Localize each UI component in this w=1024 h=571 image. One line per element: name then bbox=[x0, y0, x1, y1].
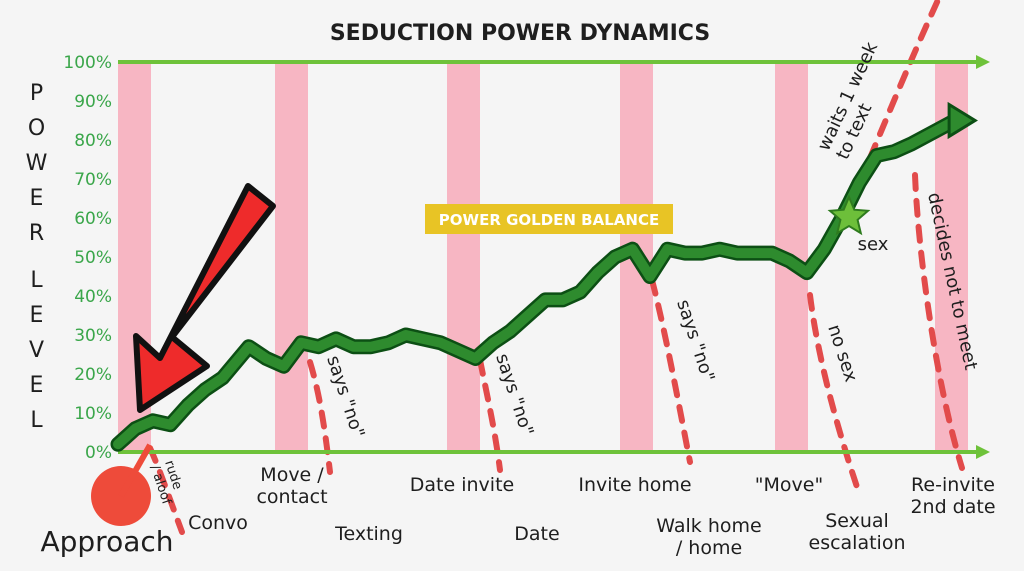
y-axis-title-letter: L bbox=[30, 408, 43, 433]
annotation-waits-1-week: waits 1 weekto text bbox=[813, 38, 901, 163]
y-tick-label: 40% bbox=[74, 287, 112, 307]
annotation-rude-aloof: rude/ aloof bbox=[147, 459, 188, 507]
drop-dashed-line bbox=[147, 445, 185, 535]
drop-dashed-line bbox=[307, 359, 333, 475]
stage-label-lower: Sexual escalation bbox=[809, 510, 906, 554]
y-tick-label: 60% bbox=[74, 209, 112, 229]
power-line bbox=[110, 101, 978, 452]
drop-dashed-line bbox=[912, 172, 965, 471]
stage-label-lower: Convo bbox=[188, 512, 248, 534]
y-axis-title-letter: E bbox=[30, 373, 45, 398]
stage-label-upper: "Move" bbox=[755, 474, 823, 496]
y-tick-label: 50% bbox=[74, 248, 112, 268]
stage-label-lower: Texting bbox=[334, 523, 403, 545]
y-axis-title-letter: R bbox=[29, 221, 45, 246]
y-tick-label: 0% bbox=[85, 443, 112, 463]
y-axis-title-letter: O bbox=[28, 116, 46, 141]
stage-label-lower: Walk home / home bbox=[656, 515, 761, 559]
drop-dashed-line bbox=[807, 292, 861, 493]
y-axis-title-letter: V bbox=[29, 338, 45, 363]
y-axis-title-letter: P bbox=[30, 81, 44, 106]
y-tick-label: 100% bbox=[63, 53, 112, 73]
power-line-arrowhead bbox=[947, 101, 978, 140]
golden-balance-label: POWER GOLDEN BALANCE bbox=[439, 211, 659, 229]
drop-dashed-line bbox=[649, 277, 693, 465]
y-tick-label: 80% bbox=[74, 131, 112, 151]
y-tick-label: 70% bbox=[74, 170, 112, 190]
stage-band bbox=[275, 62, 308, 452]
stage-label-upper: Re-invite 2nd date bbox=[910, 474, 995, 518]
sex-star-icon bbox=[827, 194, 871, 236]
y-axis-title-letter: E bbox=[30, 303, 45, 328]
approach-arrow bbox=[91, 183, 276, 526]
big-red-arrow-icon bbox=[133, 183, 276, 413]
y-tick-label: 20% bbox=[74, 365, 112, 385]
top-limit-arrowhead bbox=[976, 55, 990, 69]
annotation-sex: sex bbox=[858, 234, 889, 255]
annotation-no-sex: no sex bbox=[823, 322, 861, 385]
axes: 0%10%20%30%40%50%60%70%80%90%100%POWERLE… bbox=[26, 53, 990, 463]
stage-label-lower: Date bbox=[514, 523, 559, 545]
stage-band bbox=[447, 62, 480, 452]
golden-balance-highlight bbox=[425, 204, 673, 234]
drop-dashed-line bbox=[477, 357, 503, 473]
annotation-says-no: says "no" bbox=[322, 353, 368, 440]
x-axis-arrowhead bbox=[976, 445, 990, 459]
y-tick-label: 10% bbox=[74, 404, 112, 424]
y-axis-title-letter: W bbox=[26, 151, 49, 176]
stage-label-upper: Date invite bbox=[410, 474, 514, 496]
y-axis-title-letter: L bbox=[30, 268, 43, 293]
power-line-path bbox=[113, 115, 961, 450]
chart-title: SEDUCTION POWER DYNAMICS bbox=[330, 21, 710, 46]
drop-dashed-line bbox=[867, 0, 941, 161]
y-tick-label: 30% bbox=[74, 326, 112, 346]
stage-label-upper: Move / contact bbox=[256, 464, 327, 508]
stage-label-lower: Approach bbox=[40, 525, 173, 558]
drop-lines bbox=[147, 0, 965, 535]
annotation-says-no: says "no" bbox=[491, 351, 537, 438]
annotation-says-no: says "no" bbox=[672, 297, 718, 384]
y-axis-title-letter: E bbox=[30, 186, 45, 211]
approach-connector bbox=[118, 443, 153, 498]
stage-label-upper: Invite home bbox=[578, 474, 691, 496]
y-tick-label: 90% bbox=[74, 92, 112, 112]
